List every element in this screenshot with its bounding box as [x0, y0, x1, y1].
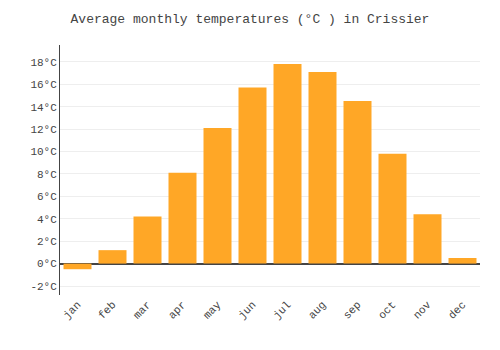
svg-text:nov: nov	[411, 299, 434, 322]
svg-text:18°C: 18°C	[30, 57, 57, 69]
svg-text:oct: oct	[376, 299, 398, 321]
svg-text:6°C: 6°C	[37, 191, 57, 203]
svg-text:12°C: 12°C	[30, 124, 57, 136]
svg-text:jan: jan	[61, 299, 83, 321]
svg-text:feb: feb	[96, 299, 118, 321]
svg-text:2°C: 2°C	[37, 236, 57, 248]
svg-text:14°C: 14°C	[30, 102, 57, 114]
svg-text:Average monthly temperatures (: Average monthly temperatures (°C ) in Cr…	[71, 12, 430, 27]
svg-text:mar: mar	[131, 299, 153, 321]
svg-text:10°C: 10°C	[30, 146, 57, 158]
svg-text:dec: dec	[446, 299, 468, 321]
svg-text:sep: sep	[341, 299, 363, 321]
svg-text:aug: aug	[306, 299, 328, 321]
svg-text:16°C: 16°C	[30, 79, 57, 91]
svg-text:0°C: 0°C	[37, 258, 57, 270]
svg-text:may: may	[201, 299, 224, 322]
svg-text:4°C: 4°C	[37, 214, 57, 226]
svg-text:jul: jul	[271, 299, 293, 321]
svg-text:8°C: 8°C	[37, 169, 57, 181]
svg-text:jun: jun	[236, 299, 258, 321]
svg-text:-2°C: -2°C	[30, 281, 57, 293]
svg-text:apr: apr	[166, 299, 188, 321]
